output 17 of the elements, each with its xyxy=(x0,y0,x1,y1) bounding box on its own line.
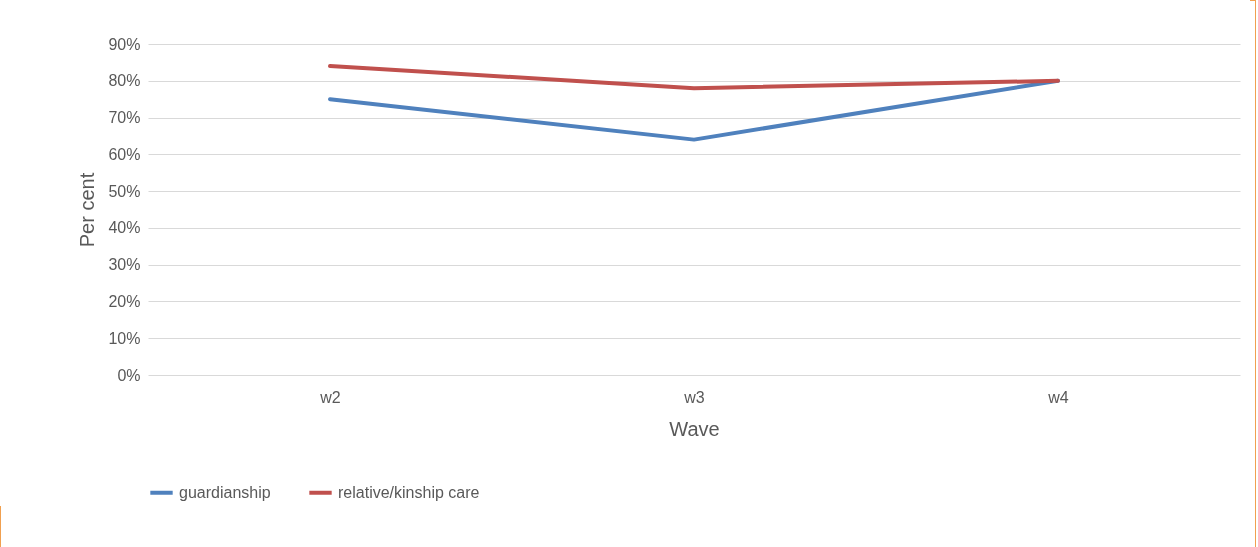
y-tick-label: 30% xyxy=(108,256,141,274)
y-tick-label: 20% xyxy=(108,292,141,310)
legend-label: relative/kinship care xyxy=(338,483,480,501)
y-axis-title: Per cent xyxy=(76,172,99,248)
x-axis-title: Wave xyxy=(669,417,720,440)
x-tick-label: w3 xyxy=(683,388,705,406)
y-tick-label: 10% xyxy=(108,329,141,347)
y-tick-label: 70% xyxy=(108,109,141,127)
y-tick-label: 50% xyxy=(108,182,141,200)
x-tick-label: w2 xyxy=(319,388,341,406)
legend-label: guardianship xyxy=(179,483,271,501)
y-tick-label: 60% xyxy=(108,145,141,163)
y-tick-label: 0% xyxy=(117,366,141,384)
y-tick-label: 40% xyxy=(108,219,141,237)
y-tick-label: 90% xyxy=(108,35,141,53)
x-tick-label: w4 xyxy=(1047,388,1069,406)
y-tick-label: 80% xyxy=(108,72,141,90)
